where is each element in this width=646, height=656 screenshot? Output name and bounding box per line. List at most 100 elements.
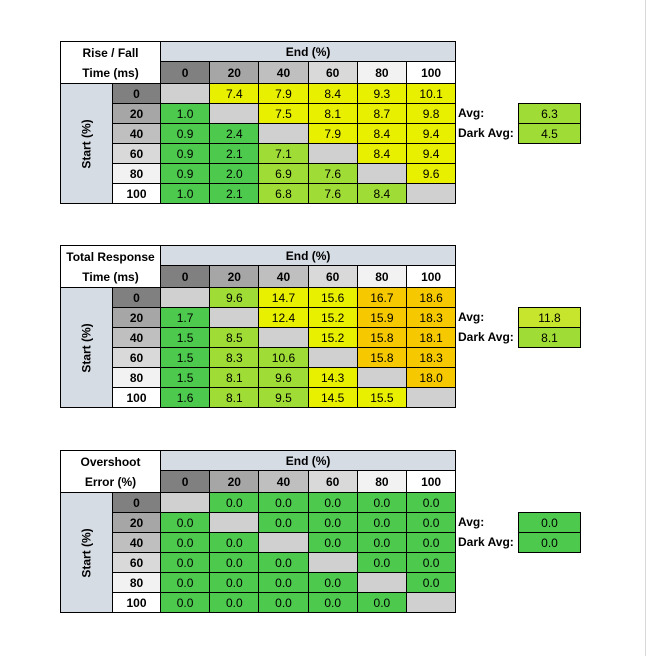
column-header: 80 — [356, 265, 407, 288]
cell: 0.0 — [356, 532, 407, 553]
start-label-cell: Start (%) — [60, 287, 113, 408]
row-header: 100 — [112, 183, 161, 204]
cell: 15.8 — [356, 347, 407, 368]
cell: 8.4 — [356, 123, 407, 144]
cell: 9.3 — [356, 83, 407, 104]
row-header: 80 — [112, 367, 161, 388]
cell — [209, 307, 260, 328]
table-title: Total Response Time (ms) — [60, 245, 161, 288]
cell: 0.0 — [406, 572, 457, 593]
cell: 14.5 — [307, 387, 358, 408]
avg-label: Dark Avg: — [458, 126, 514, 140]
cell: 0.0 — [160, 552, 211, 573]
cell: 8.1 — [209, 367, 260, 388]
cell: 0.9 — [160, 163, 211, 184]
cell: 0.0 — [356, 512, 407, 533]
row-header: 100 — [112, 387, 161, 408]
column-header: 40 — [258, 265, 309, 288]
cell: 0.0 — [258, 512, 309, 533]
start-label-cell: Start (%) — [60, 83, 113, 204]
cell: 18.1 — [406, 327, 457, 348]
cell: 15.2 — [307, 307, 358, 328]
cell: 1.6 — [160, 387, 211, 408]
cell: 1.5 — [160, 347, 211, 368]
row-header: 20 — [112, 512, 161, 533]
cell: 9.4 — [406, 123, 457, 144]
table-title: Overshoot Error (%) — [60, 450, 161, 493]
cell: 0.0 — [307, 532, 358, 553]
cell — [406, 387, 457, 408]
title-line: Time (ms) — [82, 269, 139, 284]
end-label: End (%) — [160, 245, 457, 266]
row-header: 80 — [112, 163, 161, 184]
start-label: Start (%) — [79, 322, 94, 373]
cell: 7.4 — [209, 83, 260, 104]
cell: 9.5 — [258, 387, 309, 408]
cell — [258, 123, 309, 144]
cell — [258, 532, 309, 553]
cell: 0.0 — [209, 492, 260, 513]
cell: 12.4 — [258, 307, 309, 328]
avg-label: Dark Avg: — [458, 535, 514, 549]
cell — [356, 572, 407, 593]
cell: 0.9 — [160, 123, 211, 144]
title-line: Error (%) — [84, 474, 137, 489]
avg-value: 0.0 — [518, 512, 581, 533]
column-header: 80 — [356, 61, 407, 84]
cell: 0.0 — [307, 492, 358, 513]
row-header: 0 — [112, 83, 161, 104]
cell: 8.7 — [356, 103, 407, 124]
cell — [406, 592, 457, 613]
row-header: 100 — [112, 592, 161, 613]
cell — [160, 492, 211, 513]
cell: 7.6 — [307, 183, 358, 204]
cell: 0.0 — [160, 572, 211, 593]
table-title: Rise / Fall Time (ms) — [60, 41, 161, 84]
cell: 2.1 — [209, 183, 260, 204]
cell — [160, 287, 211, 308]
cell: 7.6 — [307, 163, 358, 184]
start-label: Start (%) — [79, 118, 94, 169]
title-line: Total Response — [66, 249, 155, 264]
cell: 2.4 — [209, 123, 260, 144]
cell: 1.5 — [160, 327, 211, 348]
cell: 9.6 — [209, 287, 260, 308]
cell — [307, 552, 358, 573]
cell: 9.6 — [406, 163, 457, 184]
avg-label: Dark Avg: — [458, 330, 514, 344]
cell: 0.0 — [209, 592, 260, 613]
column-header: 40 — [258, 470, 309, 493]
cell: 7.9 — [307, 123, 358, 144]
cell: 18.3 — [406, 307, 457, 328]
cell: 0.9 — [160, 143, 211, 164]
cell: 14.3 — [307, 367, 358, 388]
cell: 0.0 — [406, 532, 457, 553]
row-header: 40 — [112, 123, 161, 144]
title-line: Rise / Fall — [82, 45, 139, 60]
cell: 2.0 — [209, 163, 260, 184]
cell: 2.1 — [209, 143, 260, 164]
column-header: 60 — [307, 265, 358, 288]
cell: 8.4 — [356, 143, 407, 164]
column-header: 80 — [356, 470, 407, 493]
column-header: 100 — [406, 265, 457, 288]
cell — [307, 347, 358, 368]
column-header: 0 — [160, 470, 211, 493]
title-line: Time (ms) — [82, 65, 139, 80]
cell: 0.0 — [209, 552, 260, 573]
avg-value: 8.1 — [518, 327, 581, 348]
cell: 15.2 — [307, 327, 358, 348]
column-header: 100 — [406, 470, 457, 493]
row-header: 80 — [112, 572, 161, 593]
cell — [406, 183, 457, 204]
cell: 14.7 — [258, 287, 309, 308]
cell: 18.6 — [406, 287, 457, 308]
cell — [307, 143, 358, 164]
column-header: 60 — [307, 470, 358, 493]
cell: 0.0 — [307, 512, 358, 533]
cell: 15.9 — [356, 307, 407, 328]
cell — [258, 327, 309, 348]
column-header: 0 — [160, 265, 211, 288]
cell: 0.0 — [160, 592, 211, 613]
